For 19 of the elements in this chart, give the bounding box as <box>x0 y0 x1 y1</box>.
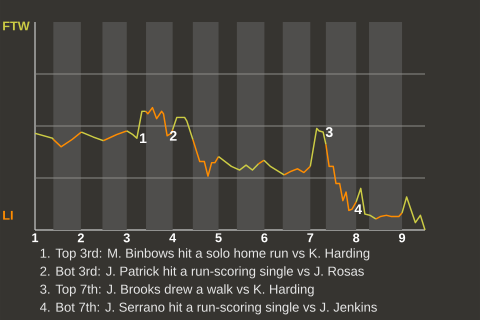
annotation: 4 <box>354 204 362 214</box>
text: 4. Bot 7th: J. Serrano hit a run-scoring single vs J. Jenkins <box>40 302 377 314</box>
x-tick-label: 2 <box>78 233 84 242</box>
annotation: 2 <box>170 130 177 141</box>
text: FTW <box>3 22 30 30</box>
text: LI <box>3 210 13 220</box>
text: 1. Top 3rd: M. Binbows hit a solo home run vs K. Harding <box>40 248 370 260</box>
x-tick-label: 6 <box>261 233 268 242</box>
x-tick-label: 9 <box>398 233 406 242</box>
x-tick-label: 4 <box>169 233 176 242</box>
x-tick-label: 5 <box>215 233 222 242</box>
x-tick-label: 3 <box>124 233 130 242</box>
annotation: 1 <box>140 133 147 144</box>
text: 3. Top 7th: J. Brooks drew a walk vs K. Harding <box>40 284 314 296</box>
x-tick-label: 7 <box>307 233 314 242</box>
x-tick-label: 1 <box>32 233 38 242</box>
x-tick-label: 8 <box>353 233 360 242</box>
text: 2. Bot 3rd: J. Patrick hit a run-scoring single vs J. Rosas <box>40 266 364 278</box>
annotation: 3 <box>326 127 333 138</box>
